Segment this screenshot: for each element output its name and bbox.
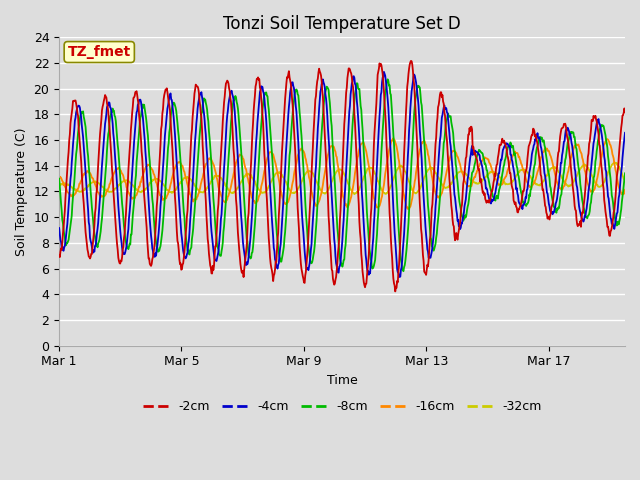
Text: TZ_fmet: TZ_fmet (68, 45, 131, 59)
Title: Tonzi Soil Temperature Set D: Tonzi Soil Temperature Set D (223, 15, 461, 33)
X-axis label: Time: Time (326, 374, 358, 387)
Legend: -2cm, -4cm, -8cm, -16cm, -32cm: -2cm, -4cm, -8cm, -16cm, -32cm (138, 395, 547, 418)
Y-axis label: Soil Temperature (C): Soil Temperature (C) (15, 127, 28, 256)
